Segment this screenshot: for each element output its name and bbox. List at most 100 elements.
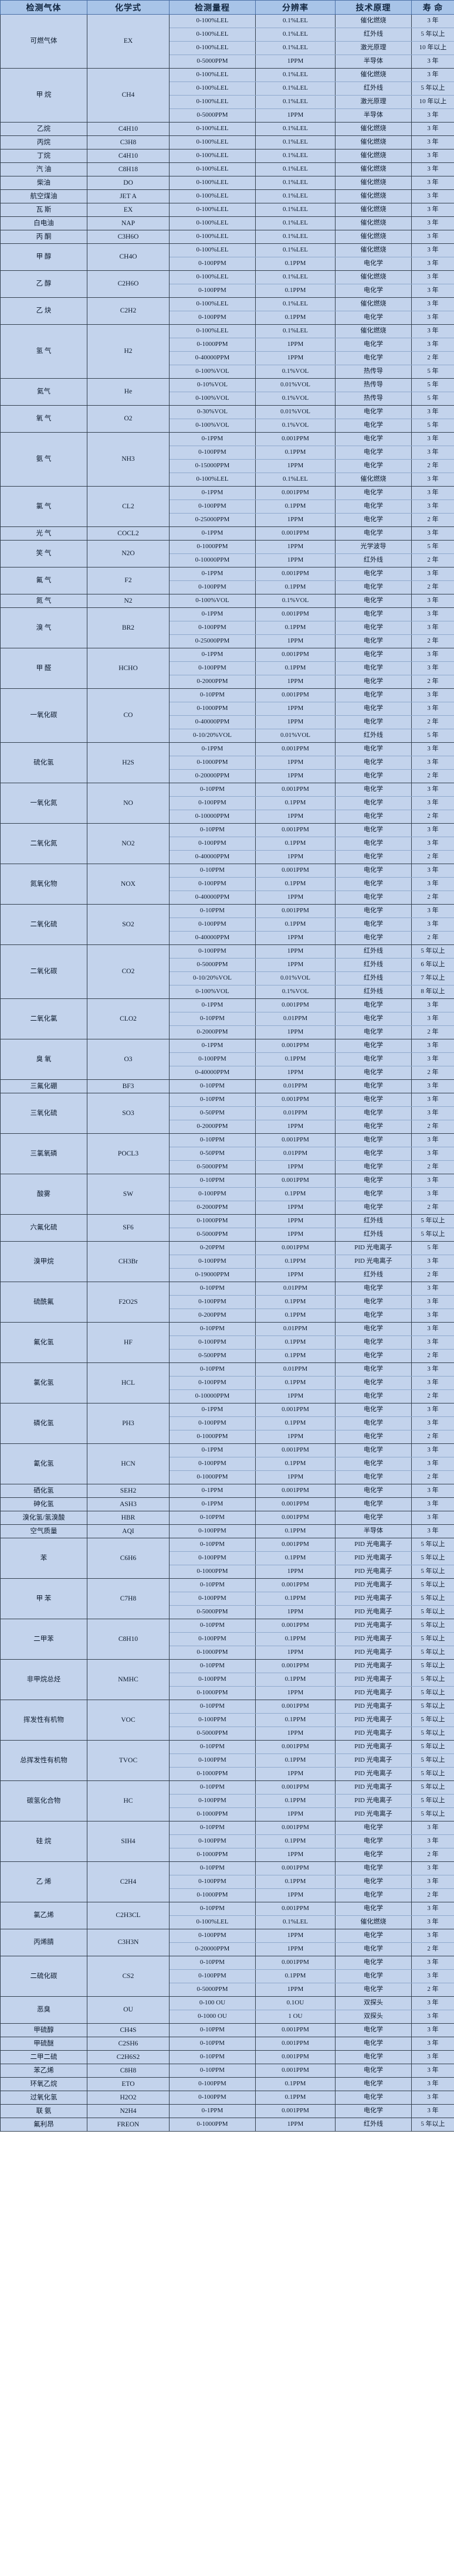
cell-detection-range: 0-10PPM	[169, 2050, 256, 2064]
cell-resolution: 0.001PPM	[255, 2023, 336, 2037]
cell-chemical-formula: C7H8	[87, 1578, 170, 1619]
cell-resolution: 0.1%LEL	[255, 176, 336, 190]
cell-gas-name: 恶臭	[0, 1996, 87, 2024]
cell-lifetime: 3 年	[411, 2064, 454, 2078]
cell-detection-range: 0-1000PPM	[169, 702, 256, 716]
cell-chemical-formula: SEH2	[87, 1484, 170, 1498]
table-row: 六氟化硫 SF6 0-1000PPM 1PPM 红外线 5 年以上	[0, 1214, 454, 1242]
cell-detection-range: 0-100PPM	[169, 1632, 256, 1646]
cell-detection-range: 0-100%LEL	[169, 68, 256, 82]
cell-detection-range: 0-1PPM	[169, 607, 256, 621]
table-row: 0-1000PPM 1PPM 电化学 2 年	[1, 1470, 454, 1484]
table-row: 二氧化氮 NO2 0-10PPM 0.001PPM 电化学 3 年	[0, 823, 454, 864]
table-row: 氦气 He 0-10%VOL 0.01%VOL 热传导 5 年	[0, 378, 454, 406]
cell-gas-name: 氮氧化物	[0, 864, 87, 905]
cell-detection-range: 0-10PPM	[169, 1740, 256, 1754]
table-row: 甲 醇 CH4O 0-100%LEL 0.1%LEL 催化燃烧 3 年	[0, 243, 454, 271]
cell-chemical-formula: HCL	[87, 1362, 170, 1403]
cell-lifetime: 3 年	[411, 297, 454, 311]
cell-lifetime: 3 年	[411, 1376, 454, 1390]
cell-lifetime: 3 年	[411, 783, 454, 797]
cell-lifetime: 3 年	[411, 1497, 454, 1511]
cell-resolution: 0.1%VOL	[255, 365, 336, 379]
cell-resolution: 0.001PPM	[255, 2064, 336, 2078]
cell-lifetime: 5 年以上	[411, 1780, 454, 1795]
cell-lifetime: 2 年	[411, 1349, 454, 1363]
cell-lifetime: 2 年	[411, 1470, 454, 1484]
table-row: 0-25000PPM 1PPM 电化学 2 年	[1, 634, 454, 648]
cell-technology: PID 光电离子	[335, 1659, 412, 1673]
table-row: 溴化氢/氢溴酸 HBR 0-10PPM 0.001PPM 电化学 3 年	[0, 1511, 454, 1525]
cell-detection-range: 0-100PPM	[169, 1875, 256, 1889]
cell-technology: 电化学	[335, 499, 412, 514]
cell-lifetime: 2 年	[411, 675, 454, 689]
cell-chemical-formula: F2	[87, 567, 170, 594]
cell-resolution: 1PPM	[255, 1929, 336, 1943]
cell-lifetime: 3 年	[411, 257, 454, 271]
cell-detection-range: 0-100PPM	[169, 1834, 256, 1848]
cell-detection-range: 0-100%LEL	[169, 176, 256, 190]
cell-resolution: 1PPM	[255, 1268, 336, 1282]
table-row: 苯 C6H6 0-10PPM 0.001PPM PID 光电离子 5 年以上	[0, 1538, 454, 1579]
cell-resolution: 0.01PPM	[255, 1012, 336, 1026]
cell-lifetime: 3 年	[411, 122, 454, 136]
cell-detection-range: 0-500PPM	[169, 1349, 256, 1363]
cell-resolution: 1PPM	[255, 1605, 336, 1619]
table-row: 0-100PPM 0.1PPM 电化学 3 年	[1, 257, 454, 271]
cell-technology: 电化学	[335, 1120, 412, 1134]
cell-technology: 电化学	[335, 1443, 412, 1457]
cell-gas-name: 硫酰氟	[0, 1282, 87, 1323]
header-row: 检测气体 化学式 检测量程 分辨率 技术原理 寿 命	[0, 0, 454, 15]
table-row: 0-19000PPM 1PPM 红外线 2 年	[1, 1268, 454, 1282]
cell-technology: 电化学	[335, 405, 412, 419]
table-row: 0-10000PPM 1PPM 电化学 2 年	[1, 810, 454, 824]
table-row: 一氧化氮 NO 0-10PPM 0.001PPM 电化学 3 年	[0, 783, 454, 824]
cell-technology: 电化学	[335, 1052, 412, 1066]
cell-resolution: 1PPM	[255, 675, 336, 689]
cell-lifetime: 3 年	[411, 823, 454, 837]
cell-detection-range: 0-1000PPM	[169, 1888, 256, 1902]
table-row: 乙 炔 C2H2 0-100%LEL 0.1%LEL 催化燃烧 3 年	[0, 297, 454, 325]
table-row: 柴油 DO 0-100%LEL 0.1%LEL 催化燃烧 3 年	[0, 176, 454, 190]
cell-lifetime: 5 年以上	[411, 1578, 454, 1592]
cell-detection-range: 0-50PPM	[169, 1147, 256, 1161]
cell-resolution: 0.001PPM	[255, 648, 336, 662]
cell-technology: 热传导	[335, 365, 412, 379]
cell-resolution: 0.1%VOL	[255, 392, 336, 406]
cell-resolution: 0.1OU	[255, 1996, 336, 2010]
cell-technology: 电化学	[335, 1875, 412, 1889]
cell-detection-range: 0-40000PPM	[169, 850, 256, 864]
cell-detection-range: 0-100%LEL	[169, 216, 256, 230]
cell-technology: 电化学	[335, 486, 412, 500]
cell-detection-range: 0-20PPM	[169, 1241, 256, 1255]
cell-resolution: 0.001PPM	[255, 1484, 336, 1498]
cell-technology: 红外线	[335, 944, 412, 959]
cell-gas-name: 二氧化碳	[0, 944, 87, 999]
cell-resolution: 1PPM	[255, 1025, 336, 1039]
cell-detection-range: 0-1000PPM	[169, 540, 256, 554]
cell-technology: PID 光电离子	[335, 1592, 412, 1606]
cell-resolution: 0.001PPM	[255, 1780, 336, 1795]
cell-technology: 电化学	[335, 675, 412, 689]
cell-lifetime: 3 年	[411, 1106, 454, 1120]
cell-lifetime: 3 年	[411, 1362, 454, 1377]
cell-technology: 红外线	[335, 985, 412, 999]
cell-resolution: 0.001PPM	[255, 432, 336, 446]
cell-lifetime: 3 年	[411, 203, 454, 217]
cell-gas-name: 六氟化硫	[0, 1214, 87, 1242]
cell-resolution: 0.1PPM	[255, 1457, 336, 1471]
cell-technology: 电化学	[335, 1106, 412, 1120]
cell-technology: 电化学	[335, 580, 412, 594]
cell-resolution: 1PPM	[255, 769, 336, 783]
table-row: 0-100%LEL 0.1%LEL 红外线 5 年以上	[1, 81, 454, 96]
cell-technology: PID 光电离子	[335, 1686, 412, 1700]
cell-detection-range: 0-100PPM	[169, 621, 256, 635]
cell-detection-range: 0-100PPM	[169, 1295, 256, 1309]
cell-lifetime: 3 年	[411, 14, 454, 28]
cell-technology: 电化学	[335, 2064, 412, 2078]
table-row: 丙烯腈 C3H3N 0-100PPM 1PPM 电化学 3 年	[0, 1929, 454, 1956]
cell-gas-name: 瓦 斯	[0, 203, 87, 217]
cell-technology: PID 光电离子	[335, 1767, 412, 1781]
cell-resolution: 0.001PPM	[255, 1902, 336, 1916]
cell-lifetime: 3 年	[411, 270, 454, 284]
